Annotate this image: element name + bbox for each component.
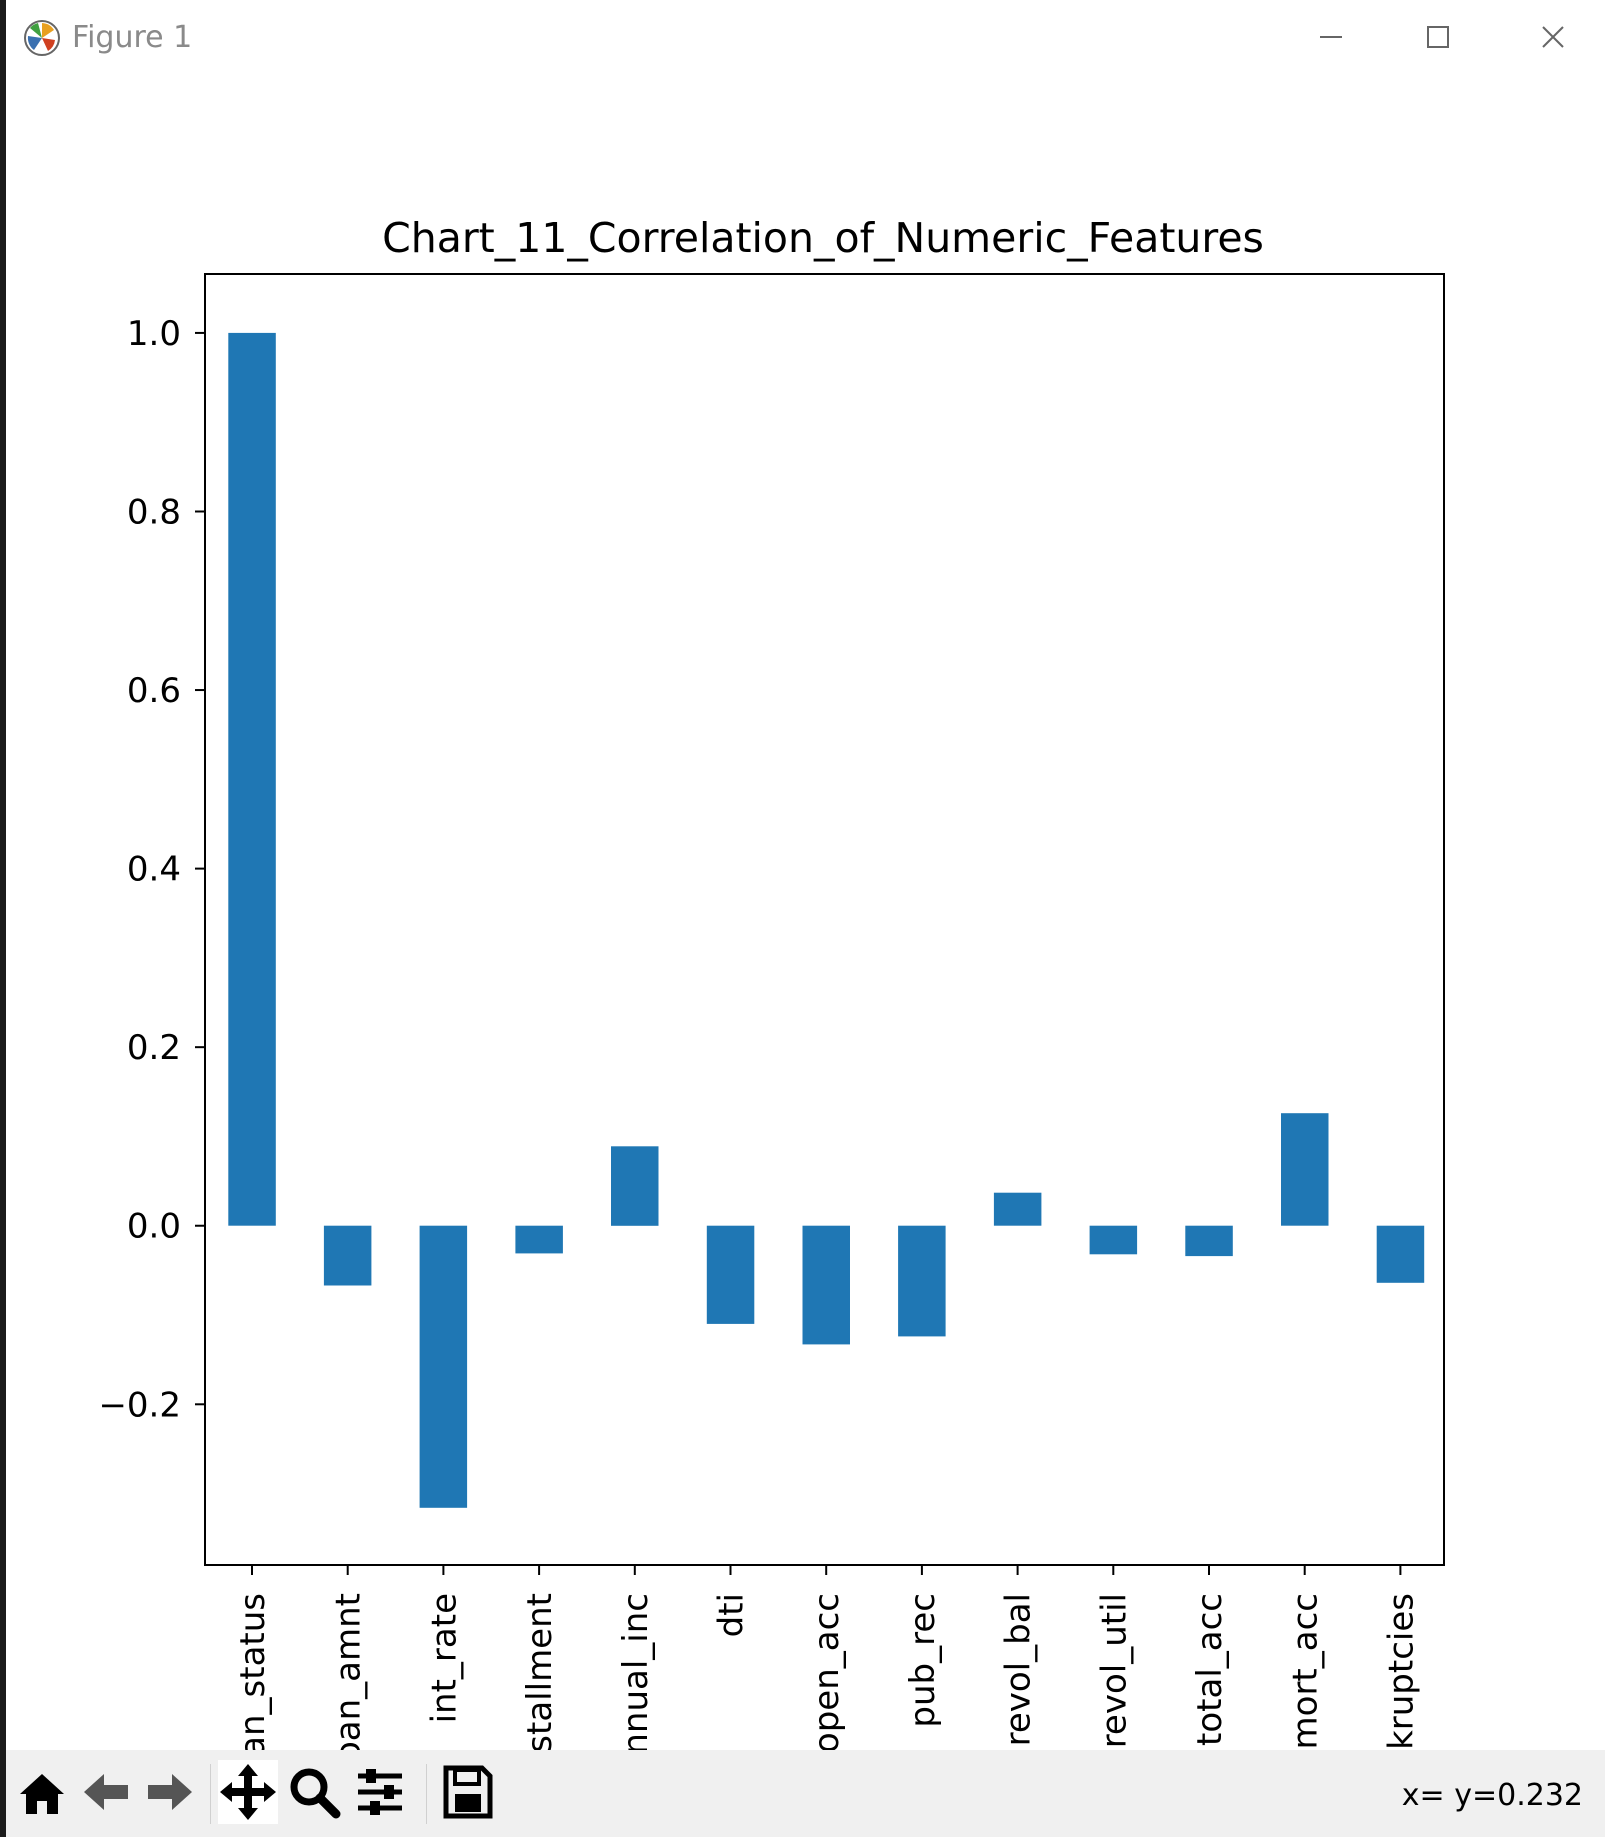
navigation-toolbar: x= y=0.232 bbox=[6, 1750, 1605, 1837]
bar-nstallment bbox=[515, 1225, 563, 1254]
back-icon[interactable] bbox=[76, 1760, 136, 1824]
bar-pub_rec bbox=[898, 1225, 946, 1337]
chart-title: Chart_11_Correlation_of_Numeric_Features bbox=[382, 214, 1264, 262]
minimize-icon[interactable] bbox=[1300, 14, 1360, 60]
toolbar-separator bbox=[426, 1764, 427, 1824]
y-tick-label: 0.0 bbox=[127, 1207, 181, 1247]
bar-an_status bbox=[228, 332, 276, 1226]
window-titlebar: Figure 1 bbox=[6, 0, 1605, 76]
x-tick-label: pub_rec bbox=[903, 1593, 943, 1728]
maximize-icon[interactable] bbox=[1407, 14, 1467, 60]
y-tick-label: 0.8 bbox=[127, 492, 181, 532]
desktop-edge bbox=[0, 0, 6, 1837]
x-tick-label: mort_acc bbox=[1286, 1593, 1326, 1749]
cursor-coordinates: x= y=0.232 bbox=[1401, 1778, 1583, 1813]
bar-revol_util bbox=[1089, 1225, 1138, 1255]
x-tick-label: nnual_inc bbox=[616, 1593, 656, 1750]
y-tick-label: −0.2 bbox=[98, 1385, 181, 1425]
x-tick-label: nstallment bbox=[520, 1593, 560, 1750]
window-title: Figure 1 bbox=[72, 20, 193, 55]
bar-nnual_inc bbox=[611, 1146, 659, 1226]
x-tick-label: an_status bbox=[233, 1593, 273, 1750]
y-axis: −0.2 0.0 0.2 0.4 0.6 0.8 1.0 bbox=[98, 314, 205, 1425]
forward-icon[interactable] bbox=[140, 1760, 200, 1824]
configure-icon[interactable] bbox=[350, 1760, 410, 1824]
y-tick-label: 0.6 bbox=[127, 671, 181, 711]
plot-frame bbox=[204, 273, 1445, 1566]
zoom-icon[interactable] bbox=[284, 1760, 344, 1824]
y-tick-label: 0.4 bbox=[127, 850, 181, 890]
bar-mort_acc bbox=[1281, 1113, 1329, 1226]
x-tick-label: oan_amnt bbox=[329, 1593, 369, 1750]
x-tick-label: dti bbox=[712, 1593, 752, 1637]
x-tick-label: open_acc bbox=[807, 1593, 847, 1750]
save-icon[interactable] bbox=[438, 1760, 498, 1824]
bar-revol_bal bbox=[993, 1192, 1042, 1226]
bar-open_acc bbox=[802, 1225, 850, 1345]
pan-icon[interactable] bbox=[218, 1760, 278, 1824]
bars-group bbox=[228, 332, 1425, 1508]
x-tick-label: int_rate bbox=[424, 1593, 464, 1723]
bar-oan_amnt bbox=[323, 1225, 372, 1286]
bar-total_acc bbox=[1185, 1225, 1233, 1257]
x-tick-label: revol_util bbox=[1094, 1593, 1134, 1748]
bar-int_rate bbox=[419, 1225, 468, 1508]
x-tick-label: kruptcies bbox=[1381, 1593, 1421, 1750]
x-tick-label: revol_bal bbox=[999, 1593, 1039, 1746]
toolbar-separator bbox=[210, 1764, 211, 1824]
x-tick-label: total_acc bbox=[1190, 1593, 1230, 1746]
bar-chart[interactable]: Chart_11_Correlation_of_Numeric_Features… bbox=[0, 0, 1605, 1750]
home-icon[interactable] bbox=[12, 1760, 72, 1824]
bar-kruptcies bbox=[1376, 1225, 1425, 1283]
close-icon[interactable] bbox=[1522, 14, 1582, 60]
matplotlib-logo-icon bbox=[22, 18, 62, 58]
y-tick-label: 0.2 bbox=[127, 1028, 181, 1068]
bar-dti bbox=[706, 1225, 755, 1324]
y-tick-label: 1.0 bbox=[127, 314, 181, 354]
x-axis: an_status oan_amnt int_rate nstallment nnual… bbox=[233, 1565, 1421, 1750]
